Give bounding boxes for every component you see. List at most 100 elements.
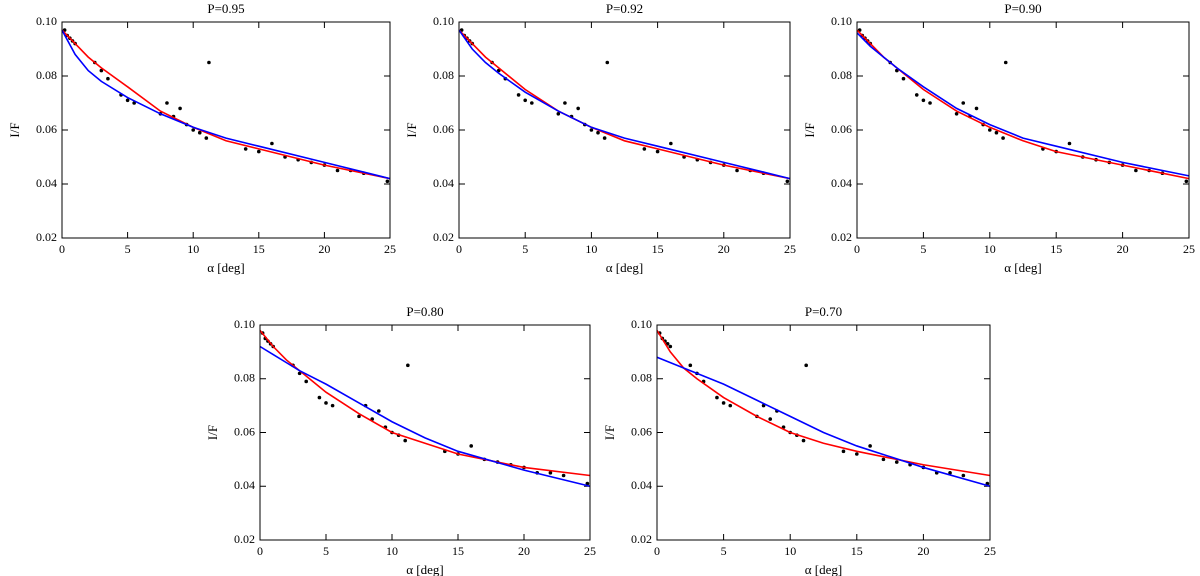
data-point: [496, 68, 501, 73]
data-point: [1067, 141, 1072, 146]
y-tick-label: 0.04: [631, 478, 652, 492]
data-point: [988, 128, 992, 132]
x-tick-label: 20: [1117, 242, 1129, 256]
data-point: [563, 101, 567, 105]
data-point: [125, 98, 130, 103]
data-point: [596, 130, 600, 135]
data-point: [1184, 179, 1189, 184]
x-tick-label: 5: [920, 242, 926, 256]
data-point: [106, 76, 110, 81]
plot-frame: [458, 21, 791, 239]
data-point: [330, 403, 335, 408]
data-point: [605, 60, 610, 65]
data-point: [99, 68, 104, 73]
data-point: [961, 101, 966, 105]
x-tick-label: 20: [718, 242, 730, 256]
y-tick-label: 0.10: [433, 14, 454, 28]
data-point: [561, 473, 566, 478]
fit-line: [259, 329, 591, 477]
data-point: [243, 147, 248, 151]
x-tick-label: 0: [456, 242, 462, 256]
plot-frame: [856, 21, 1190, 239]
x-axis-label: α [deg]: [406, 562, 444, 576]
panel-title: P=0.92: [606, 1, 643, 16]
y-tick-label: 0.08: [36, 68, 57, 82]
y-tick-label: 0.08: [631, 371, 652, 385]
x-tick-label: 5: [721, 544, 727, 558]
data-point: [297, 371, 302, 376]
data-point: [894, 460, 899, 464]
data-point: [556, 112, 561, 116]
data-point: [523, 98, 527, 103]
fit-line: [61, 29, 391, 180]
x-tick-label: 20: [917, 544, 929, 558]
x-tick-label: 15: [1050, 242, 1062, 256]
data-point: [385, 179, 390, 184]
data-point: [801, 438, 806, 443]
x-tick-label: 20: [318, 242, 330, 256]
data-point: [642, 147, 647, 151]
panel: P=0.90 α [deg] I/F 0 5 10 15 20 25 0.02 0.04 0.06 0.…: [802, 1, 1195, 275]
data-point: [602, 136, 607, 140]
data-point: [728, 403, 733, 408]
data-point: [335, 168, 340, 173]
fit-line: [61, 29, 391, 180]
fit-line: [856, 32, 1190, 177]
data-point: [1003, 60, 1008, 65]
data-point: [270, 141, 274, 146]
fit-line: [259, 345, 591, 488]
panel-title: P=0.70: [805, 304, 842, 319]
data-point: [868, 444, 872, 448]
x-tick-label: 0: [654, 544, 660, 558]
data-point: [191, 128, 195, 132]
data-point: [715, 395, 719, 400]
x-tick-label: 25: [984, 544, 996, 558]
data-point: [516, 93, 521, 97]
x-tick-label: 10: [187, 242, 199, 256]
fit-line: [458, 29, 791, 180]
data-point: [994, 130, 999, 135]
data-point: [548, 471, 553, 475]
y-tick-label: 0.10: [234, 317, 255, 331]
data-point: [403, 438, 408, 443]
x-axis-label: α [deg]: [805, 562, 843, 576]
x-axis-label: α [deg]: [207, 260, 245, 275]
y-tick-label: 0.06: [831, 122, 852, 136]
panel: P=0.80 α [deg] I/F 0 5 10 15 20 25 0.02 0.04 0.06 0.…: [205, 304, 596, 576]
y-tick-label: 0.02: [36, 230, 57, 244]
data-point: [688, 363, 693, 368]
plot-frame: [259, 324, 591, 541]
x-tick-label: 15: [253, 242, 265, 256]
data-point: [841, 449, 846, 454]
data-point: [589, 128, 594, 132]
plot-frame: [61, 21, 391, 239]
x-tick-label: 5: [522, 242, 528, 256]
data-point: [317, 395, 322, 400]
panel: P=0.95 α [deg] I/F 0 5 10 15 20 25 0.02 0.04 0.06 0.…: [7, 1, 396, 275]
x-tick-label: 15: [452, 544, 464, 558]
data-point: [357, 414, 361, 419]
data-point: [585, 481, 590, 486]
x-tick-label: 5: [125, 242, 131, 256]
data-point: [204, 136, 209, 140]
data-point: [895, 68, 899, 73]
data-point: [178, 106, 182, 111]
x-tick-label: 15: [851, 544, 863, 558]
y-tick-label: 0.10: [631, 317, 652, 331]
data-point: [207, 60, 211, 65]
y-tick-label: 0.04: [36, 176, 57, 190]
data-point: [954, 112, 959, 116]
x-tick-label: 20: [518, 544, 530, 558]
y-tick-label: 0.06: [631, 424, 652, 438]
x-tick-label: 0: [854, 242, 860, 256]
y-axis-label: I/F: [802, 122, 817, 137]
y-axis-label: I/F: [7, 122, 22, 137]
y-tick-label: 0.04: [234, 478, 255, 492]
y-tick-label: 0.06: [433, 122, 454, 136]
panel-title: P=0.90: [1004, 1, 1041, 16]
data-point: [928, 101, 932, 105]
x-axis-label: α [deg]: [1004, 260, 1042, 275]
panel-title: P=0.95: [207, 1, 244, 16]
y-tick-label: 0.02: [433, 230, 454, 244]
y-tick-label: 0.02: [831, 230, 852, 244]
